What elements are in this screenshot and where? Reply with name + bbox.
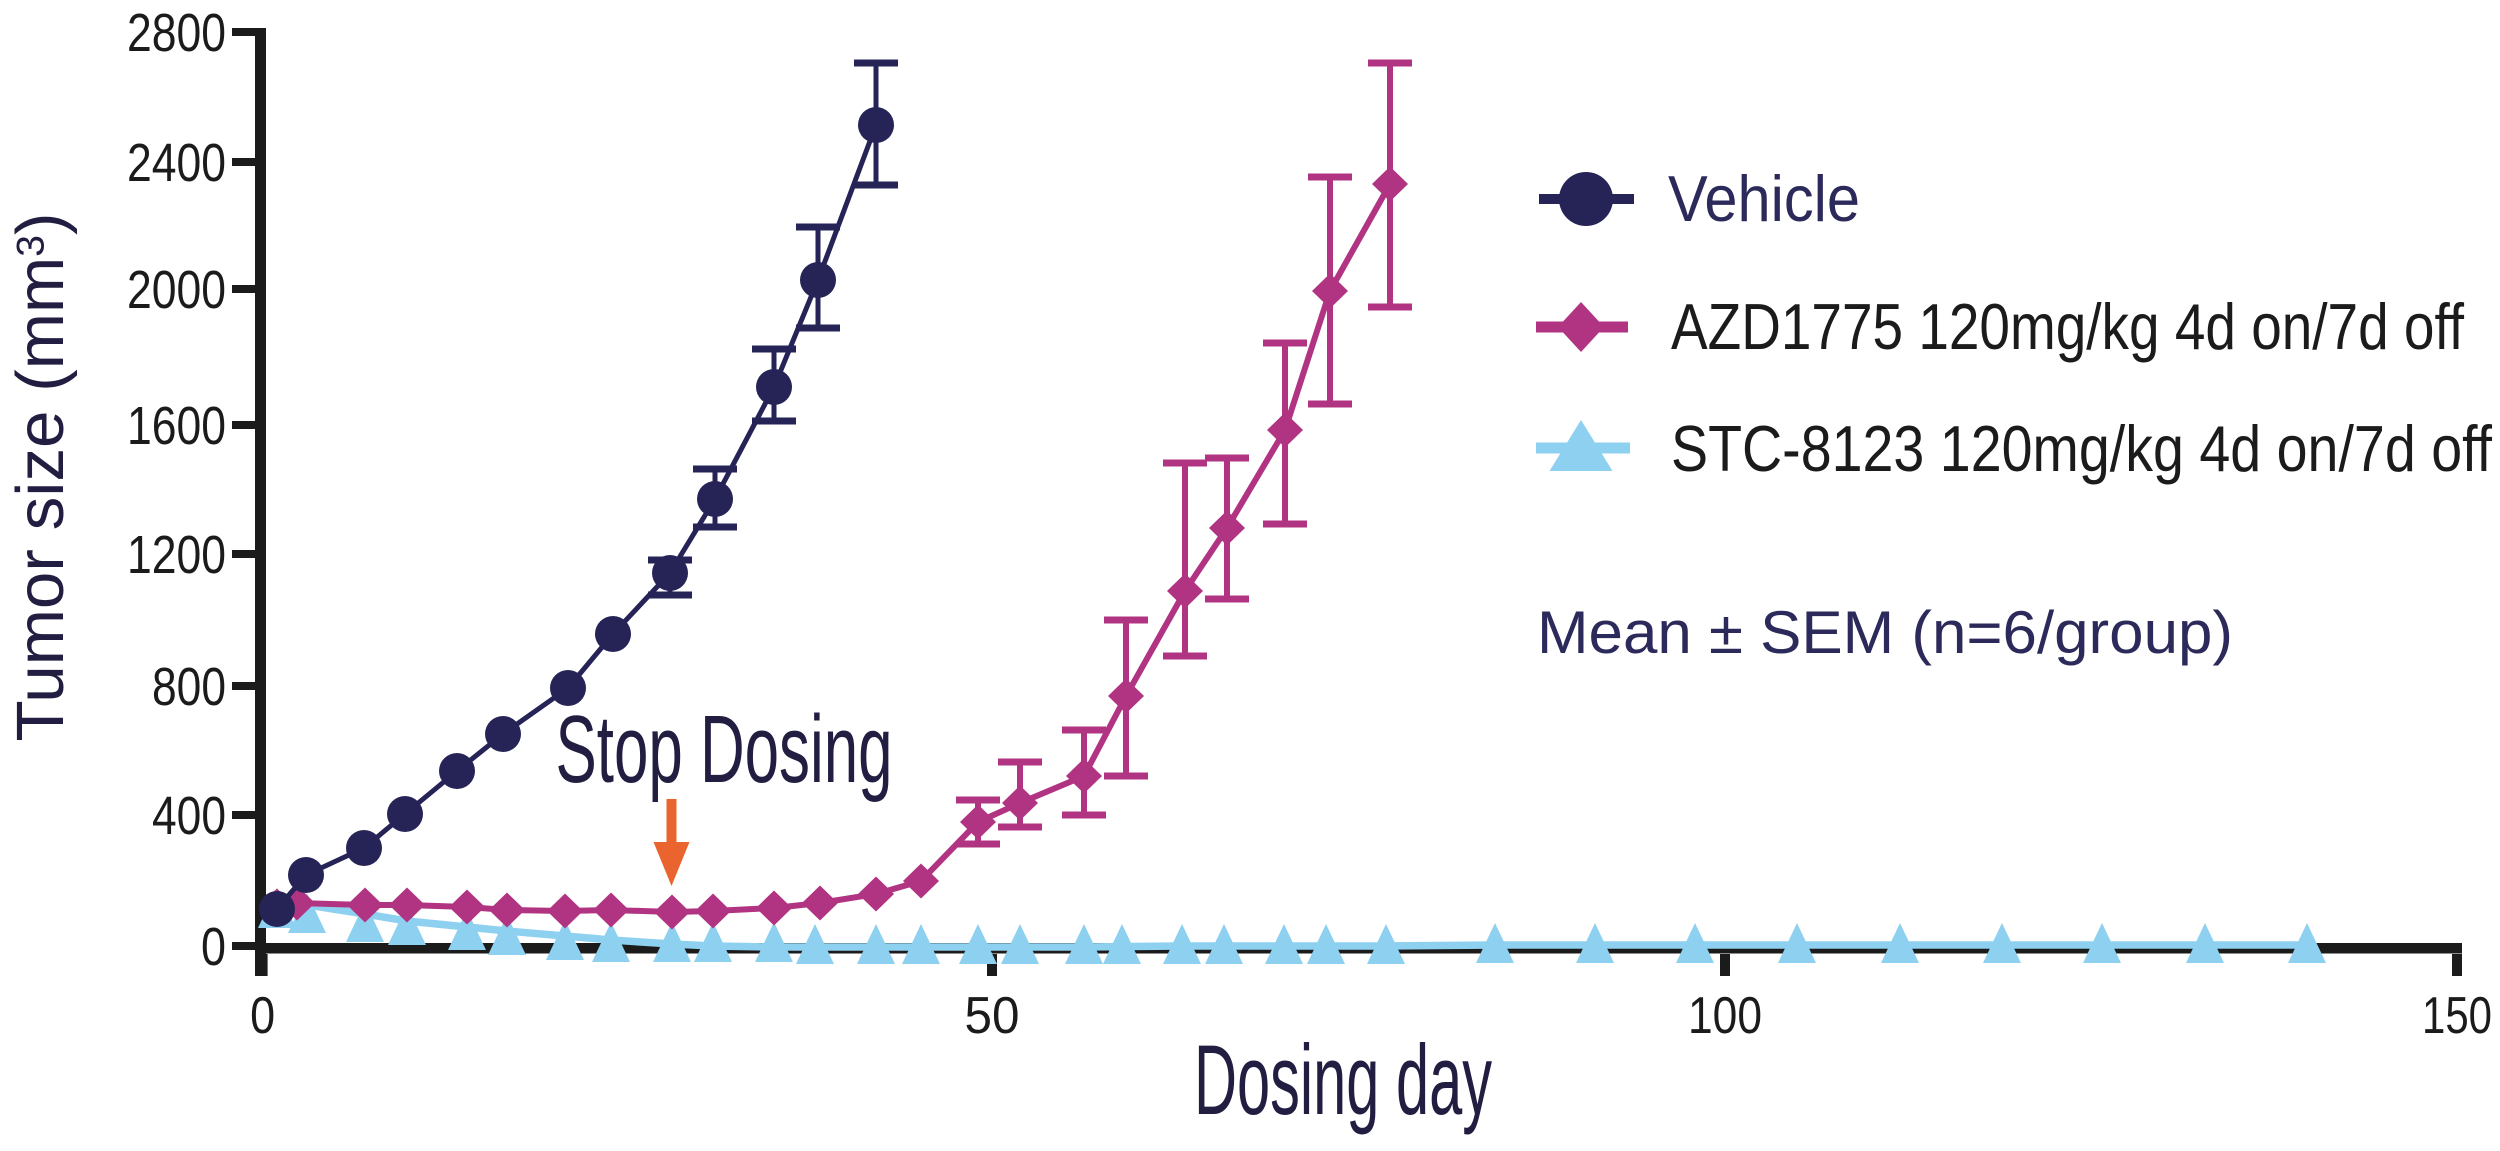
svg-text:2000: 2000 [127, 260, 226, 320]
svg-text:1200: 1200 [127, 525, 226, 585]
svg-text:400: 400 [152, 786, 226, 846]
svg-text:Tumor size (mm3): Tumor size (mm3) [2, 213, 77, 742]
svg-text:0: 0 [250, 987, 275, 1045]
svg-text:1600: 1600 [127, 396, 226, 456]
svg-text:Mean ± SEM (n=6/group): Mean ± SEM (n=6/group) [1537, 599, 2233, 666]
svg-text:150: 150 [2422, 987, 2492, 1045]
svg-text:Stop Dosing: Stop Dosing [556, 696, 893, 803]
svg-text:2800: 2800 [127, 3, 226, 63]
svg-text:50: 50 [965, 987, 1020, 1045]
svg-text:Vehicle: Vehicle [1668, 162, 1860, 235]
svg-text:2400: 2400 [127, 133, 226, 193]
svg-text:AZD1775 120mg/kg 4d on/7d off: AZD1775 120mg/kg 4d on/7d off [1671, 290, 2465, 363]
svg-text:Dosing day: Dosing day [1194, 1024, 1492, 1135]
svg-text:800: 800 [152, 657, 226, 717]
svg-text:100: 100 [1688, 987, 1762, 1045]
svg-text:0: 0 [201, 917, 226, 977]
svg-text:STC-8123 120mg/kg 4d on/7d off: STC-8123 120mg/kg 4d on/7d off [1671, 412, 2493, 485]
